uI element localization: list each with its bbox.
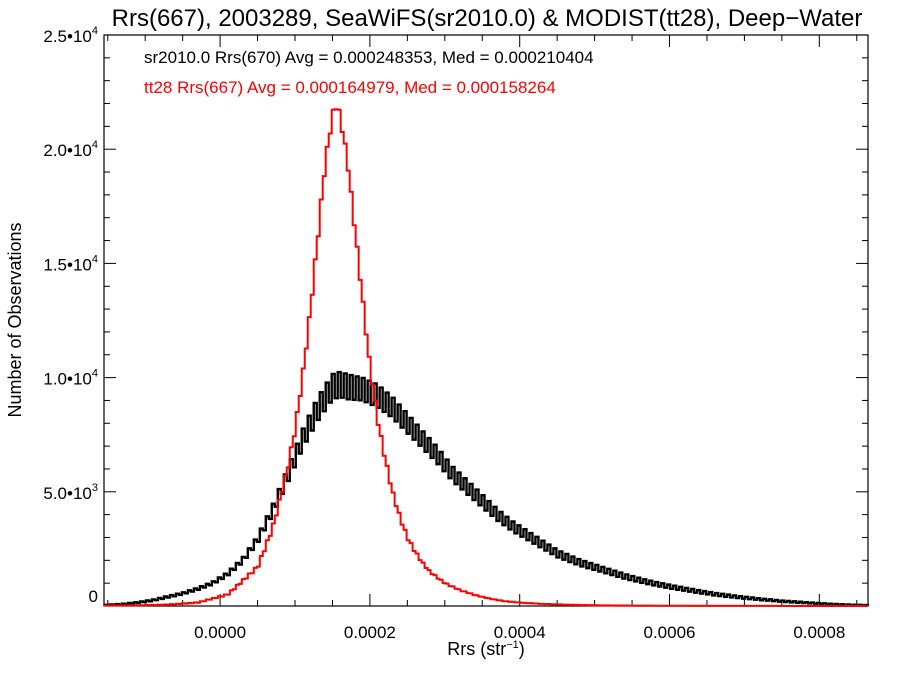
legend: sr2010.0 Rrs(670) Avg = 0.000248353, Med… [144, 48, 594, 97]
chart-title: Rrs(667), 2003289, SeaWiFS(sr2010.0) & M… [112, 5, 863, 32]
y-tick-label: 0 [89, 587, 98, 606]
plot-frame [103, 34, 869, 607]
y-tick-label: 1.5•104 [43, 253, 98, 274]
x-axis-title-tail: ) [519, 639, 525, 659]
x-tick-label: 0.0006 [644, 623, 696, 642]
y-tick-label: 1.0•104 [43, 368, 98, 389]
y-tick-label: 2.5•104 [43, 25, 98, 46]
x-tick-label: 0.0000 [194, 623, 246, 642]
y-axis-title: Number of Observations [5, 222, 25, 417]
legend-entry-tt28: tt28 Rrs(667) Avg = 0.000164979, Med = 0… [144, 78, 556, 97]
series-line-tt28 [104, 108, 868, 607]
x-axis-title-main: Rrs (str [447, 639, 506, 659]
x-axis-title-sup: −1 [506, 639, 519, 651]
x-tick-label: 0.0002 [344, 623, 396, 642]
x-tick-label: 0.0004 [494, 623, 546, 642]
y-axis: 0 5.0•103 1.0•104 1.5•104 2.0•104 2.5•104 [43, 25, 868, 607]
legend-entry-sr2010: sr2010.0 Rrs(670) Avg = 0.000248353, Med… [144, 48, 594, 67]
x-axis-title: Rrs (str−1) [447, 639, 525, 659]
y-tick-label: 2.0•104 [43, 139, 98, 160]
series-layer [104, 108, 870, 607]
series-line-sr2010 [104, 370, 870, 607]
x-axis: 0.0000 0.0002 0.0004 0.0006 0.0008 [107, 35, 858, 642]
x-tick-label: 0.0008 [793, 623, 845, 642]
y-tick-label: 5.0•103 [43, 482, 98, 503]
